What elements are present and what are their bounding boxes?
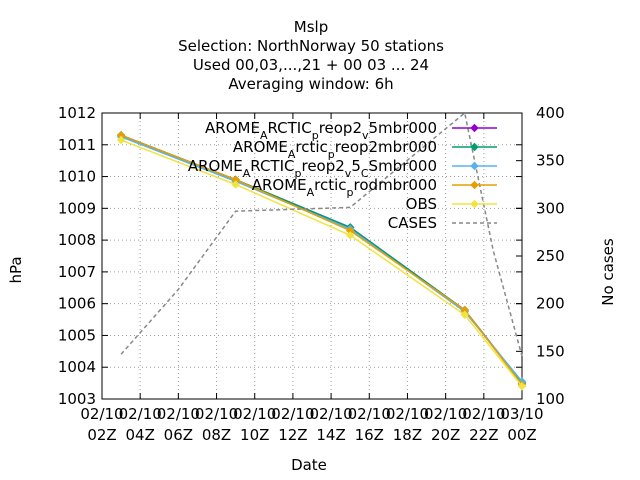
data-point: [460, 310, 469, 319]
x-tick-label: 08Z: [202, 426, 231, 444]
legend-label: AROMEARCTICpreop2v5CSmbr000: [188, 157, 437, 180]
legend-label: AROMEArcticpreop2mbr000: [233, 138, 437, 161]
legend-label: CASES: [388, 214, 437, 232]
y2-axis-label: No cases: [599, 238, 617, 306]
x-tick-label: 12Z: [278, 426, 307, 444]
x-tick-label: 06Z: [164, 426, 193, 444]
y-tick-label: 1011: [58, 136, 96, 154]
legend-label: AROMEARCTICpreop2v5mbr000: [205, 119, 437, 142]
y2-tick-label: 300: [536, 199, 565, 217]
y-tick-label: 1007: [58, 263, 96, 281]
y-tick-label: 1008: [58, 231, 96, 249]
data-point: [116, 135, 126, 145]
x-tick-label: 00Z: [507, 426, 536, 444]
x-tick-label: 02/10: [157, 405, 200, 423]
y-axis-right: 100 150 200 250 300 350 400: [516, 104, 565, 408]
legend-marker: [470, 123, 479, 133]
x-tick-label: 02/10: [424, 405, 467, 423]
series-obs: [116, 135, 527, 391]
x-axis: 02/1002Z02/1004Z02/1006Z02/1008Z02/1010Z…: [80, 113, 544, 444]
x-tick-label: 10Z: [240, 426, 269, 444]
x-tick-label: 04Z: [125, 426, 154, 444]
legend-marker: [470, 142, 479, 152]
x-tick-label: 02/10: [309, 405, 352, 423]
x-tick-label: 02/10: [271, 405, 314, 423]
y-tick-label: 1003: [58, 390, 96, 408]
x-axis-label: Date: [291, 456, 327, 474]
x-tick-label: 03/10: [500, 405, 543, 423]
y-axis-label: hPa: [7, 256, 25, 283]
y2-tick-label: 100: [536, 390, 565, 408]
legend-marker: [470, 161, 479, 171]
data-point: [345, 231, 355, 240]
x-tick-label: 14Z: [316, 426, 345, 444]
y-tick-label: 1004: [58, 358, 96, 376]
x-tick-label: 22Z: [469, 426, 498, 444]
legend-label: OBS: [406, 195, 437, 213]
y2-tick-label: 200: [536, 295, 565, 313]
legend-label: AROMEArcticprodmbr000: [252, 176, 437, 199]
data-point: [517, 382, 527, 391]
legend: AROMEARCTICpreop2v5mbr000AROMEArcticpreo…: [188, 119, 497, 232]
legend-marker: [470, 199, 479, 209]
x-tick-label: 02/10: [80, 405, 123, 423]
x-tick-label: 02/10: [119, 405, 162, 423]
series-lines: [116, 111, 527, 391]
y2-tick-label: 150: [536, 342, 565, 360]
y-tick-label: 1005: [58, 326, 96, 344]
series-line: [120, 111, 523, 357]
x-tick-label: 02/10: [386, 405, 429, 423]
x-tick-label: 16Z: [355, 426, 384, 444]
title-line: Averaging window: 6h: [228, 75, 393, 93]
data-point: [231, 180, 240, 189]
y2-tick-label: 400: [536, 104, 565, 122]
x-tick-label: 02/10: [233, 405, 276, 423]
title-line: Selection: NorthNorway 50 stations: [178, 37, 444, 55]
x-tick-label: 02Z: [87, 426, 116, 444]
y2-tick-label: 250: [536, 247, 565, 265]
y-tick-label: 1006: [58, 295, 96, 313]
y-tick-label: 1012: [58, 104, 96, 122]
x-tick-label: 02/10: [348, 405, 391, 423]
x-tick-label: 02/10: [462, 405, 505, 423]
title-line: Mslp: [294, 18, 328, 36]
y-tick-label: 1010: [58, 168, 96, 186]
y-tick-label: 1009: [58, 199, 96, 217]
x-tick-label: 02/10: [195, 405, 238, 423]
x-tick-label: 20Z: [431, 426, 460, 444]
y-axis-left: 1003 1004 1005 1006 1007 1008 1009 1010 1011 1012: [58, 104, 522, 408]
legend-marker: [470, 180, 479, 190]
y2-tick-label: 350: [536, 152, 565, 170]
title-line: Used 00,03,...,21 + 00 03 ... 24: [193, 56, 429, 74]
series-cases: [120, 111, 523, 357]
x-tick-label: 18Z: [393, 426, 422, 444]
